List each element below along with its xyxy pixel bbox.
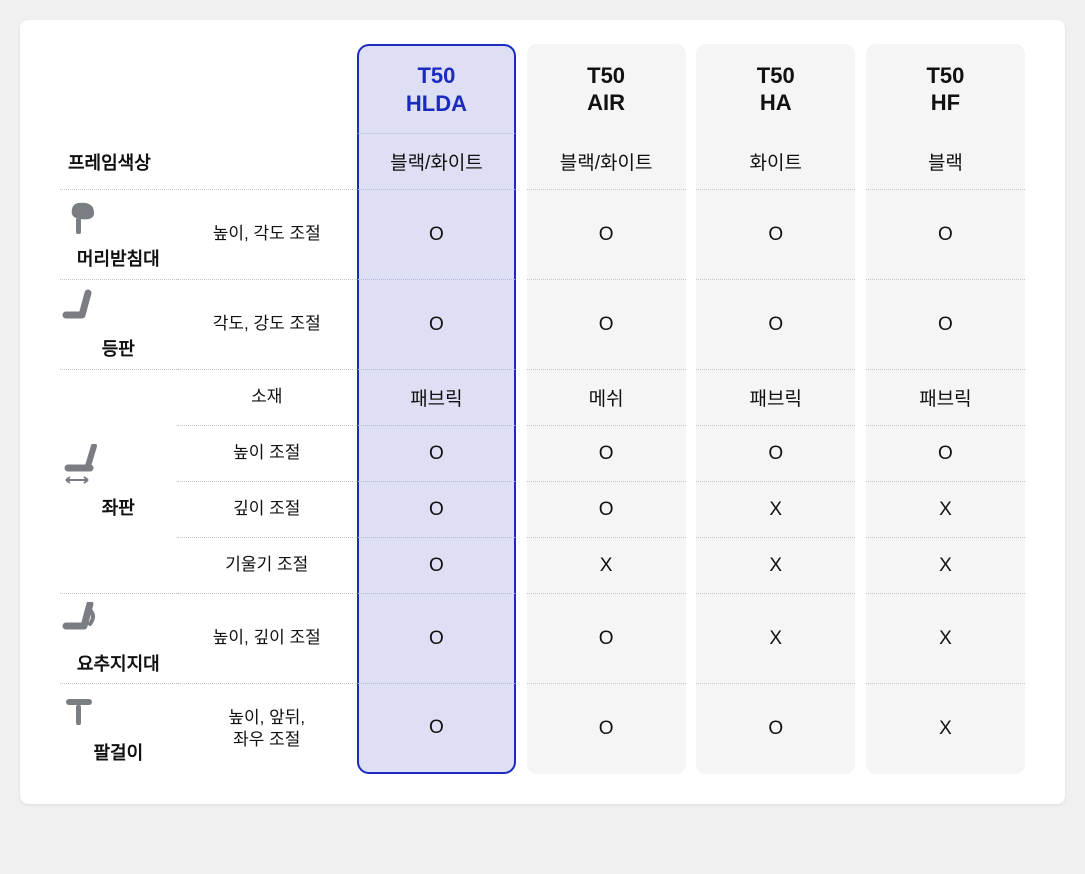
- sub-lumbar: 높이, 깊이 조절: [177, 594, 357, 684]
- cell-seat-depth-hf: X: [866, 482, 1025, 538]
- group-label: 좌판: [102, 498, 135, 518]
- cell-headrest-air: O: [527, 190, 686, 280]
- header-row: T50 HLDA T50 AIR T50 HA T50 HF: [60, 44, 1025, 134]
- cell-seat-tilt-air: X: [527, 538, 686, 594]
- cell-lumbar-air: O: [527, 594, 686, 684]
- sub-backrest: 각도, 강도 조절: [177, 280, 357, 370]
- cell-seat-tilt-hf: X: [866, 538, 1025, 594]
- model-line2: HA: [760, 90, 792, 115]
- sub-seat-height: 높이 조절: [177, 426, 357, 482]
- cell-seat-tilt-ha: X: [696, 538, 855, 594]
- cell-seat-material-hf: 패브릭: [866, 370, 1025, 426]
- cell-armrest-air: O: [527, 684, 686, 774]
- cell-seat-depth-air: O: [527, 482, 686, 538]
- cell-armrest-hf: X: [866, 684, 1025, 774]
- cell-backrest-ha: O: [696, 280, 855, 370]
- cell-seat-tilt-hlda: O: [357, 538, 516, 594]
- cell-frame-air: 블랙/화이트: [527, 134, 686, 190]
- sub-seat-tilt: 기울기 조절: [177, 538, 357, 594]
- row-frame-color: 프레임색상 블랙/화이트 블랙/화이트 화이트 블랙: [60, 134, 1025, 190]
- cell-headrest-hlda: O: [357, 190, 516, 280]
- cell-armrest-ha: O: [696, 684, 855, 774]
- cell-headrest-ha: O: [696, 190, 855, 280]
- cell-frame-hf: 블랙: [866, 134, 1025, 190]
- cell-seat-height-hf: O: [866, 426, 1025, 482]
- cell-seat-material-air: 메쉬: [527, 370, 686, 426]
- cell-headrest-hf: O: [866, 190, 1025, 280]
- cell-frame-ha: 화이트: [696, 134, 855, 190]
- header-blank: [60, 44, 357, 134]
- model-line1: T50: [926, 63, 964, 88]
- row-headrest: 머리받침대 높이, 각도 조절 O O O O: [60, 190, 1025, 280]
- comparison-table: T50 HLDA T50 AIR T50 HA T50 HF 프레임색상 블랙/…: [60, 44, 1025, 774]
- group-headrest: 머리받침대: [60, 190, 177, 280]
- model-line2: HLDA: [406, 91, 467, 116]
- model-header-ha: T50 HA: [696, 44, 855, 134]
- cell-seat-height-ha: O: [696, 426, 855, 482]
- cell-seat-material-hlda: 패브릭: [357, 370, 516, 426]
- sub-headrest: 높이, 각도 조절: [177, 190, 357, 280]
- cell-lumbar-ha: X: [696, 594, 855, 684]
- group-backrest: 등판: [60, 280, 177, 370]
- armrest-icon: [60, 693, 177, 733]
- group-label: 프레임색상: [68, 153, 151, 173]
- cell-frame-hlda: 블랙/화이트: [357, 134, 516, 190]
- row-seat-depth: 깊이 조절 O O X X: [60, 482, 1025, 538]
- row-lumbar: 요추지지대 높이, 깊이 조절 O O X X: [60, 594, 1025, 684]
- lumbar-icon: [60, 602, 177, 644]
- cell-backrest-air: O: [527, 280, 686, 370]
- row-seat-tilt: 기울기 조절 O X X X: [60, 538, 1025, 594]
- group-label: 팔걸이: [93, 743, 143, 763]
- model-line1: T50: [757, 63, 795, 88]
- backrest-icon: [60, 289, 177, 329]
- sub-armrest: 높이, 앞뒤, 좌우 조절: [177, 684, 357, 774]
- model-line1: T50: [417, 63, 455, 88]
- cell-backrest-hf: O: [866, 280, 1025, 370]
- cell-lumbar-hf: X: [866, 594, 1025, 684]
- row-backrest: 등판 각도, 강도 조절 O O O O: [60, 280, 1025, 370]
- row-seat-material: 좌판 소재 패브릭 메쉬 패브릭 패브릭: [60, 370, 1025, 426]
- group-armrest: 팔걸이: [60, 684, 177, 774]
- group-label: 머리받침대: [77, 249, 160, 269]
- seat-icon: [60, 444, 177, 488]
- model-line1: T50: [587, 63, 625, 88]
- comparison-card: T50 HLDA T50 AIR T50 HA T50 HF 프레임색상 블랙/…: [20, 20, 1065, 804]
- cell-seat-height-hlda: O: [357, 426, 516, 482]
- headrest-icon: [60, 199, 177, 239]
- cell-lumbar-hlda: O: [357, 594, 516, 684]
- sub-seat-depth: 깊이 조절: [177, 482, 357, 538]
- model-header-hf: T50 HF: [866, 44, 1025, 134]
- cell-seat-height-air: O: [527, 426, 686, 482]
- cell-backrest-hlda: O: [357, 280, 516, 370]
- model-line2: AIR: [587, 90, 625, 115]
- group-lumbar: 요추지지대: [60, 594, 177, 684]
- sub-seat-material: 소재: [177, 370, 357, 426]
- model-header-air: T50 AIR: [527, 44, 686, 134]
- model-line2: HF: [931, 90, 960, 115]
- group-label: 요추지지대: [77, 654, 160, 674]
- cell-seat-depth-hlda: O: [357, 482, 516, 538]
- cell-seat-depth-ha: X: [696, 482, 855, 538]
- group-frame-color: 프레임색상: [60, 134, 357, 190]
- cell-seat-material-ha: 패브릭: [696, 370, 855, 426]
- model-header-hlda: T50 HLDA: [357, 44, 516, 134]
- row-armrest: 팔걸이 높이, 앞뒤, 좌우 조절 O O O X: [60, 684, 1025, 774]
- cell-armrest-hlda: O: [357, 684, 516, 774]
- group-label: 등판: [102, 339, 135, 359]
- row-seat-height: 높이 조절 O O O O: [60, 426, 1025, 482]
- group-seat: 좌판: [60, 370, 177, 594]
